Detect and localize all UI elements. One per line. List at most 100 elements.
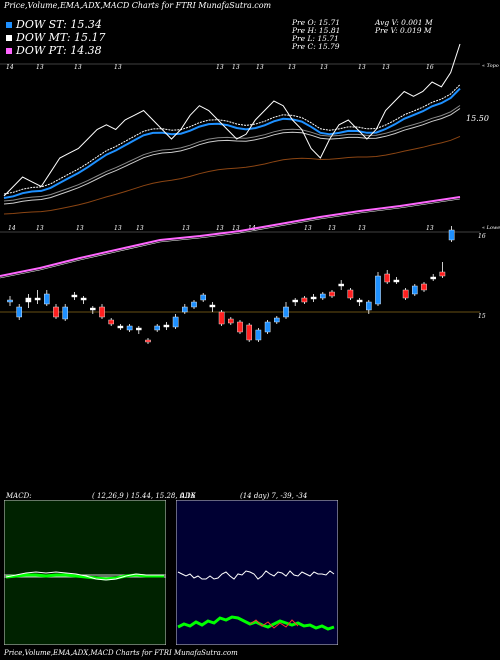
candle-body: [439, 271, 446, 277]
candle-body: [384, 273, 391, 283]
axis-label-top: « Topo: [482, 63, 499, 69]
candle-body: [255, 329, 262, 341]
date-tick-bottom: 13: [36, 225, 44, 232]
legend-label: DOW ST: 15.34: [16, 18, 102, 31]
date-tick-top: 13: [74, 64, 82, 71]
date-tick-bottom: 13: [114, 225, 122, 232]
candle-body: [227, 318, 234, 324]
candle-body: [25, 297, 32, 303]
macd-background-bottom: [4, 574, 166, 645]
macd-line: [5, 573, 164, 581]
candle-body: [145, 339, 151, 343]
candle-body: [292, 299, 299, 303]
candle-body: [393, 279, 400, 283]
candle-body: [264, 321, 271, 333]
ema-mid-line: [3, 87, 461, 199]
candle-body: [99, 306, 105, 318]
candle-body: [7, 299, 13, 303]
date-tick-bottom: 14: [8, 225, 16, 232]
candle-body: [320, 293, 326, 299]
candle-body: [200, 294, 207, 301]
avg-volume: Avg V: 0.001 M: [375, 18, 433, 27]
prev-close: Pre C: 15.79: [292, 42, 340, 51]
candle-body: [448, 229, 455, 241]
candle-axis-label-top: 16: [478, 233, 486, 240]
candle-body: [163, 324, 170, 328]
ema-slow-line-2: [3, 105, 461, 202]
ema-slow-line: [3, 108, 461, 205]
legend-swatch: [6, 47, 12, 54]
macd-signal-line: [5, 571, 164, 581]
prev-high: Pre H: 15.81: [292, 26, 341, 35]
candle-body: [126, 325, 133, 331]
candle-body: [274, 317, 280, 323]
chart-title: Price,Volume,EMA,ADX,MACD Charts for FTR…: [4, 1, 272, 10]
macd-title: MACD:: [6, 492, 32, 500]
footer-text: Price,Volume,EMA,ADX,MACD Charts for FTR…: [4, 649, 238, 657]
candle-body: [421, 283, 427, 291]
candle-body: [402, 289, 409, 299]
date-tick-top: 13: [216, 64, 224, 71]
candle-body: [44, 293, 50, 305]
date-tick-top: 16: [426, 64, 434, 71]
prev-low: Pre L: 15.71: [292, 34, 339, 43]
candle-body: [338, 283, 345, 287]
macd-values: ( 12,26,9 ) 15.44, 15.28, 0.16: [92, 492, 196, 500]
candle-body: [430, 276, 437, 280]
legend-label: DOW MT: 15.17: [16, 31, 106, 44]
candle-body: [412, 285, 418, 295]
candle-body: [356, 299, 363, 303]
candle-body: [71, 294, 78, 298]
macd-panel: [4, 500, 166, 645]
candle-body: [246, 324, 253, 341]
adx-line: [249, 619, 299, 629]
candle-body: [172, 316, 179, 328]
legend-dow-mt: DOW MT: 15.17: [6, 31, 106, 44]
candle-body: [154, 325, 161, 331]
date-tick-bottom: 13: [426, 225, 434, 232]
date-tick-top: 13: [288, 64, 296, 71]
dow-pt-line-lower: [0, 196, 461, 277]
candle-body: [283, 306, 289, 318]
candle-body: [117, 325, 124, 329]
date-tick-bottom: 13: [76, 225, 84, 232]
price-chart: 14 13 13 13 13 13 13 13 13 13 13 16 14 13 13 13 13 13 13 13…: [0, 43, 500, 344]
macd-background-top: [4, 500, 166, 576]
candle-body: [191, 301, 197, 308]
date-tick-bottom: 13: [328, 225, 336, 232]
date-tick-bottom: 13: [216, 225, 224, 232]
candle-body: [375, 275, 381, 305]
legend-dow-pt: DOW PT: 14.38: [6, 44, 102, 57]
candle-body: [329, 291, 335, 297]
axis-label-bottom: « Lowes: [482, 225, 500, 231]
date-tick-top: 13: [256, 64, 264, 71]
adx-title: ADX: [180, 492, 196, 500]
ema-long-line: [3, 135, 461, 215]
date-tick-bottom: 13: [136, 225, 144, 232]
prev-volume: Pre V: 0.019 M: [375, 26, 432, 35]
candle-body: [181, 306, 188, 313]
date-tick-top: 13: [36, 64, 44, 71]
adx-panel: [176, 500, 338, 645]
date-tick-top: 13: [232, 64, 240, 71]
legend-label: DOW PT: 14.38: [16, 44, 102, 57]
candle-body: [237, 321, 243, 333]
date-tick-bottom: 13: [358, 225, 366, 232]
adx-minus-di-line: [177, 615, 335, 631]
legend-swatch: [6, 34, 12, 41]
dow-pt-line-lower-edge: [0, 198, 461, 279]
candle-body: [89, 307, 96, 311]
candle-body: [53, 306, 59, 318]
adx-plus-di-line: [177, 570, 335, 580]
adx-values: (14 day) 7, -39, -34: [240, 492, 308, 500]
date-tick-bottom: 13: [304, 225, 312, 232]
candle-body: [16, 306, 23, 318]
candle-body: [80, 297, 87, 301]
date-tick-bottom: 13: [182, 225, 190, 232]
date-tick-top: 14: [6, 64, 14, 71]
candle-body: [301, 297, 308, 303]
prev-open: Pre O: 15.71: [292, 18, 340, 27]
price-line: [3, 43, 461, 197]
ema-fast-line: [3, 84, 461, 195]
candle-body: [347, 289, 354, 299]
